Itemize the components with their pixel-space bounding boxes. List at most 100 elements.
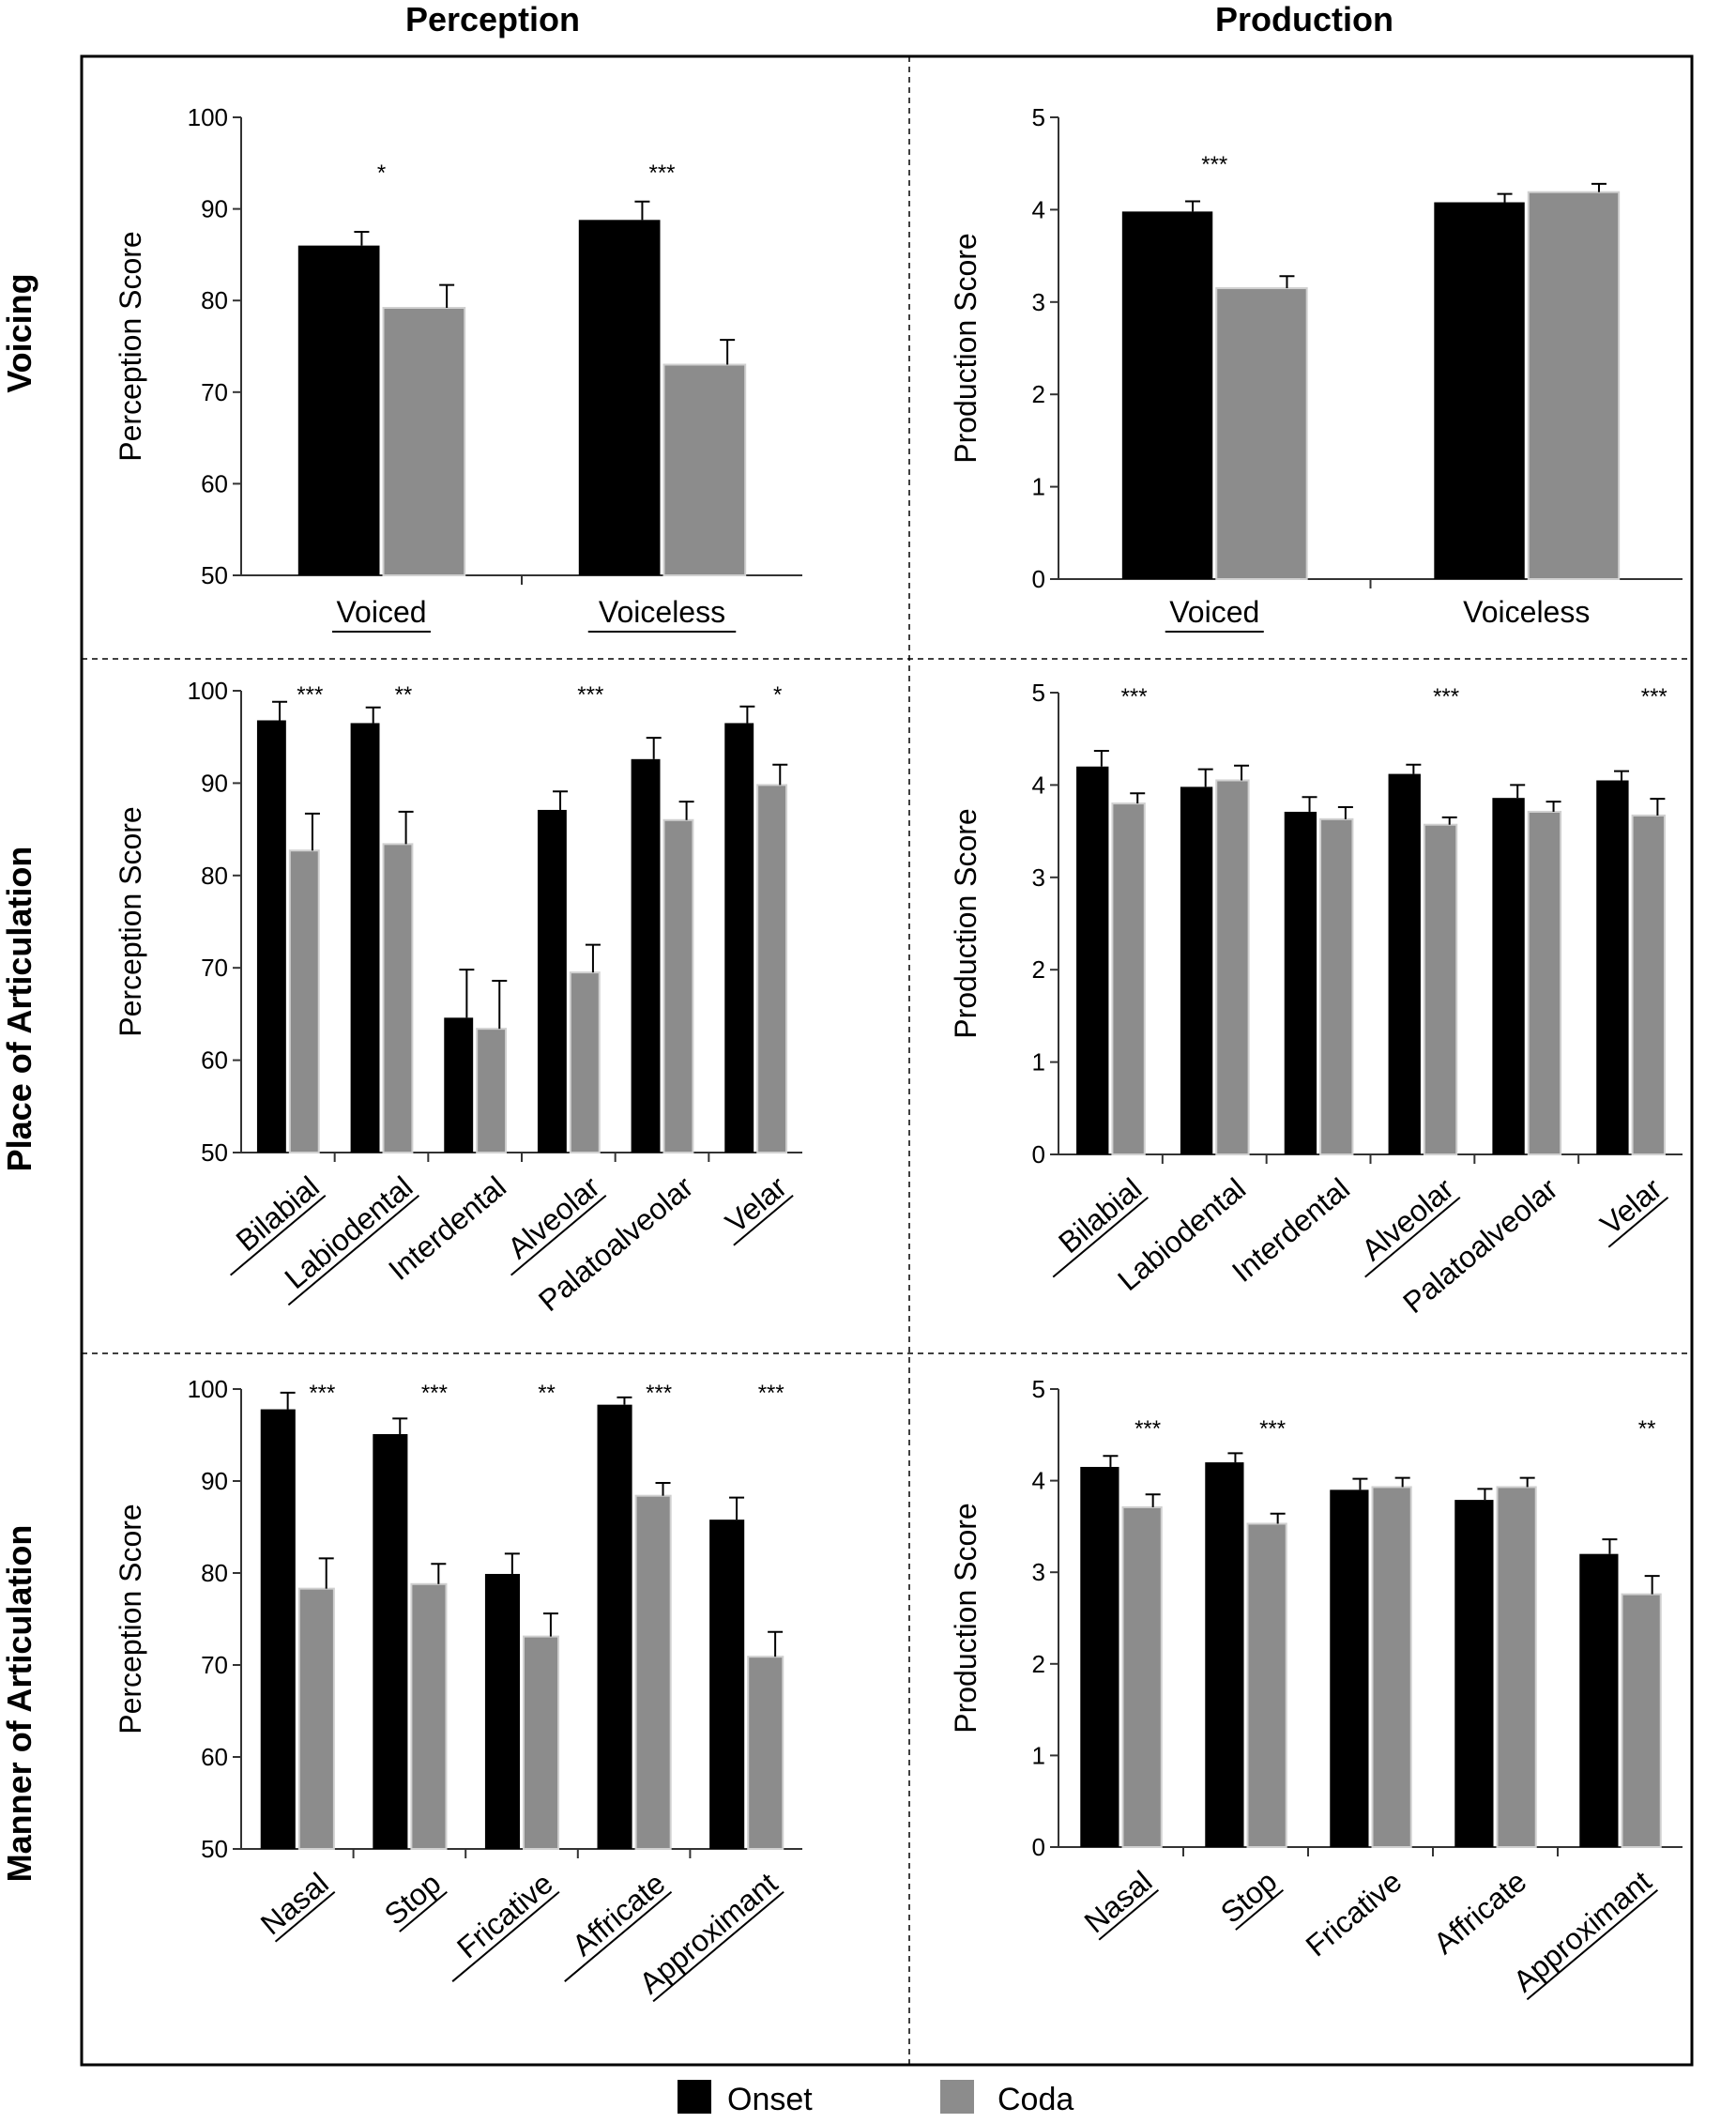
y-tick-label: 100: [188, 1375, 228, 1403]
x-category-label-group: Velar: [719, 1169, 794, 1246]
x-category-label: Voiced: [1169, 595, 1259, 629]
bar-coda: [297, 1587, 335, 1851]
x-category-label: Affricate: [566, 1866, 672, 1963]
bar-coda: [1246, 1522, 1287, 1849]
significance-marker: ***: [1433, 684, 1459, 710]
significance-marker: ***: [297, 682, 323, 708]
y-tick-label: 2: [1032, 380, 1045, 408]
x-category-label-group: Fricative: [1300, 1864, 1409, 1963]
significance-marker: **: [395, 682, 413, 708]
bar-onset: [1579, 1553, 1619, 1847]
x-category-underline: [652, 1890, 784, 2003]
bar-coda: [1371, 1486, 1412, 1848]
x-category-label: Nasal: [254, 1866, 335, 1941]
significance-marker: ***: [648, 160, 675, 186]
significance-marker: ***: [1259, 1416, 1286, 1442]
significance-marker: **: [538, 1381, 556, 1406]
y-tick-label: 0: [1032, 1833, 1045, 1861]
bar-coda: [1527, 810, 1562, 1155]
bar-onset: [297, 245, 380, 575]
significance-marker: **: [1638, 1416, 1656, 1442]
y-tick-label: 50: [201, 1835, 228, 1863]
bar-coda: [288, 849, 320, 1153]
y-axis-label: Production Score: [949, 808, 982, 1038]
y-tick-label: 90: [201, 195, 228, 223]
x-category-underline: [510, 1194, 607, 1276]
bar-onset: [597, 1404, 632, 1849]
x-category-underline: [1607, 1196, 1669, 1248]
bar-onset: [1492, 798, 1525, 1154]
y-axis-label: Production Score: [949, 233, 982, 463]
x-category-underline: [1098, 1888, 1160, 1941]
bar-coda: [1631, 814, 1666, 1155]
bar-coda: [747, 1656, 784, 1851]
significance-marker: ***: [1134, 1416, 1161, 1442]
bar-coda: [569, 971, 601, 1153]
x-category-label-group: Stop: [378, 1866, 448, 1932]
bar-onset: [1388, 773, 1421, 1154]
chart-voicing-perception: 50 60 70 80 90 100 Perception Score * Voiced *** V…: [114, 103, 802, 633]
x-category-underline: [1052, 1196, 1149, 1278]
x-category-label: Approximant: [1507, 1864, 1658, 1998]
y-tick-label: 80: [201, 862, 228, 890]
x-category-underline: [229, 1194, 327, 1276]
y-tick-label: 90: [201, 769, 228, 797]
x-category-label: Voiceless: [1463, 595, 1590, 629]
y-tick-label: 5: [1032, 679, 1045, 707]
legend: Onset Coda: [678, 2080, 1074, 2117]
bar-coda: [662, 363, 747, 576]
bar-coda: [523, 1635, 560, 1850]
x-category-underline: [399, 1890, 448, 1932]
y-tick-label: 1: [1032, 1048, 1045, 1077]
x-category-underline: [274, 1890, 336, 1943]
legend-swatch-onset: [678, 2080, 711, 2114]
y-tick-label: 60: [201, 1743, 228, 1771]
y-tick-label: 0: [1032, 565, 1045, 593]
x-category-underline: [1526, 1888, 1659, 2001]
bar-onset: [444, 1017, 474, 1153]
bar-onset: [1596, 780, 1629, 1154]
y-tick-label: 2: [1032, 1650, 1045, 1678]
y-tick-label: 1: [1032, 1741, 1045, 1769]
bar-coda: [1527, 191, 1621, 580]
x-category-label-group: Nasal: [254, 1866, 336, 1943]
significance-marker: ***: [758, 1381, 784, 1406]
y-tick-label: 70: [201, 954, 228, 982]
bar-onset: [256, 720, 286, 1153]
bar-coda: [476, 1028, 508, 1154]
bar-onset: [1076, 766, 1109, 1154]
bar-coda: [634, 1494, 672, 1851]
y-tick-label: 1: [1032, 473, 1045, 501]
significance-marker: ***: [421, 1381, 448, 1406]
y-tick-label: 100: [188, 677, 228, 705]
x-category-underline: [733, 1194, 794, 1246]
x-category-label-group: Approximant: [1507, 1864, 1659, 2001]
column-title-perception: Perception: [405, 0, 580, 38]
bar-onset: [373, 1434, 408, 1849]
significance-marker: ***: [646, 1381, 672, 1406]
y-tick-label: 5: [1032, 103, 1045, 131]
y-tick-label: 4: [1032, 1467, 1045, 1495]
x-category-underline: [451, 1890, 560, 1982]
x-category-label: Nasal: [1078, 1864, 1159, 1939]
x-category-label-group: Fricative: [450, 1866, 560, 1982]
bar-onset: [1205, 1462, 1244, 1847]
y-tick-label: 70: [201, 1651, 228, 1679]
y-tick-label: 60: [201, 469, 228, 497]
row-title-voicing: Voicing: [0, 273, 38, 392]
bar-onset: [1434, 202, 1525, 579]
x-category-underline: [287, 1194, 420, 1306]
significance-marker: *: [773, 682, 782, 708]
x-category-underline: [1235, 1888, 1285, 1931]
chart-voicing-production: 0 1 2 3 4 5 Production Score *** Voiced Voiceless: [949, 103, 1683, 633]
bar-coda: [1215, 287, 1308, 580]
bar-onset: [537, 809, 567, 1153]
x-category-label-group: Stop: [1214, 1864, 1285, 1931]
column-title-production: Production: [1215, 0, 1393, 38]
row-title-place: Place of Articulation: [0, 847, 38, 1172]
x-category-label: Interdental: [1226, 1171, 1356, 1289]
y-tick-label: 60: [201, 1046, 228, 1075]
